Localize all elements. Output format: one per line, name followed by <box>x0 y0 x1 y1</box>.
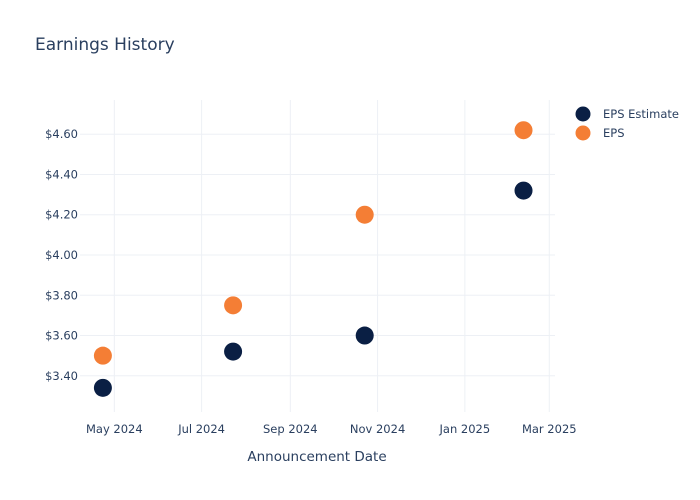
y-tick-label: $3.40 <box>45 369 78 383</box>
y-tick-label: $4.00 <box>45 248 78 262</box>
legend-label: EPS Estimate <box>603 107 679 121</box>
x-axis-ticks: May 2024 Jul 2024 Sep 2024 Nov 2024 Jan 2025… <box>86 422 577 436</box>
y-tick-label: $3.60 <box>45 329 78 343</box>
y-tick-label: $4.60 <box>45 127 78 141</box>
eps-point[interactable] <box>514 121 533 140</box>
y-tick-label: $4.20 <box>45 208 78 222</box>
eps-point[interactable] <box>355 205 374 224</box>
legend-label: EPS <box>603 126 625 140</box>
x-tick-label: Jan 2025 <box>439 422 491 436</box>
x-tick-label: Nov 2024 <box>350 422 405 436</box>
legend[interactable]: EPS Estimate EPS <box>575 106 679 141</box>
x-tick-label: May 2024 <box>86 422 143 436</box>
eps-estimate-point[interactable] <box>514 181 533 200</box>
legend-marker <box>575 125 591 141</box>
eps-point[interactable] <box>93 346 112 365</box>
eps-estimate-point[interactable] <box>355 326 374 345</box>
eps-estimate-point[interactable] <box>224 342 243 361</box>
eps-point[interactable] <box>224 296 243 315</box>
chart-title: Earnings History <box>35 35 175 55</box>
legend-item-eps[interactable]: EPS <box>575 125 625 141</box>
y-tick-label: $4.40 <box>45 167 78 181</box>
legend-marker <box>575 106 591 122</box>
data-points <box>93 121 533 397</box>
x-axis-title: Announcement Date <box>247 449 386 465</box>
legend-item-eps-estimate[interactable]: EPS Estimate <box>575 106 679 122</box>
grid-lines <box>80 100 555 412</box>
y-axis-ticks: $3.40 $3.60 $3.80 $4.00 $4.20 $4.40 $4.60 <box>45 127 78 383</box>
eps-estimate-point[interactable] <box>93 378 112 397</box>
x-tick-label: Mar 2025 <box>522 422 577 436</box>
x-tick-label: Jul 2024 <box>177 422 225 436</box>
x-tick-label: Sep 2024 <box>263 422 318 436</box>
y-tick-label: $3.80 <box>45 288 78 302</box>
